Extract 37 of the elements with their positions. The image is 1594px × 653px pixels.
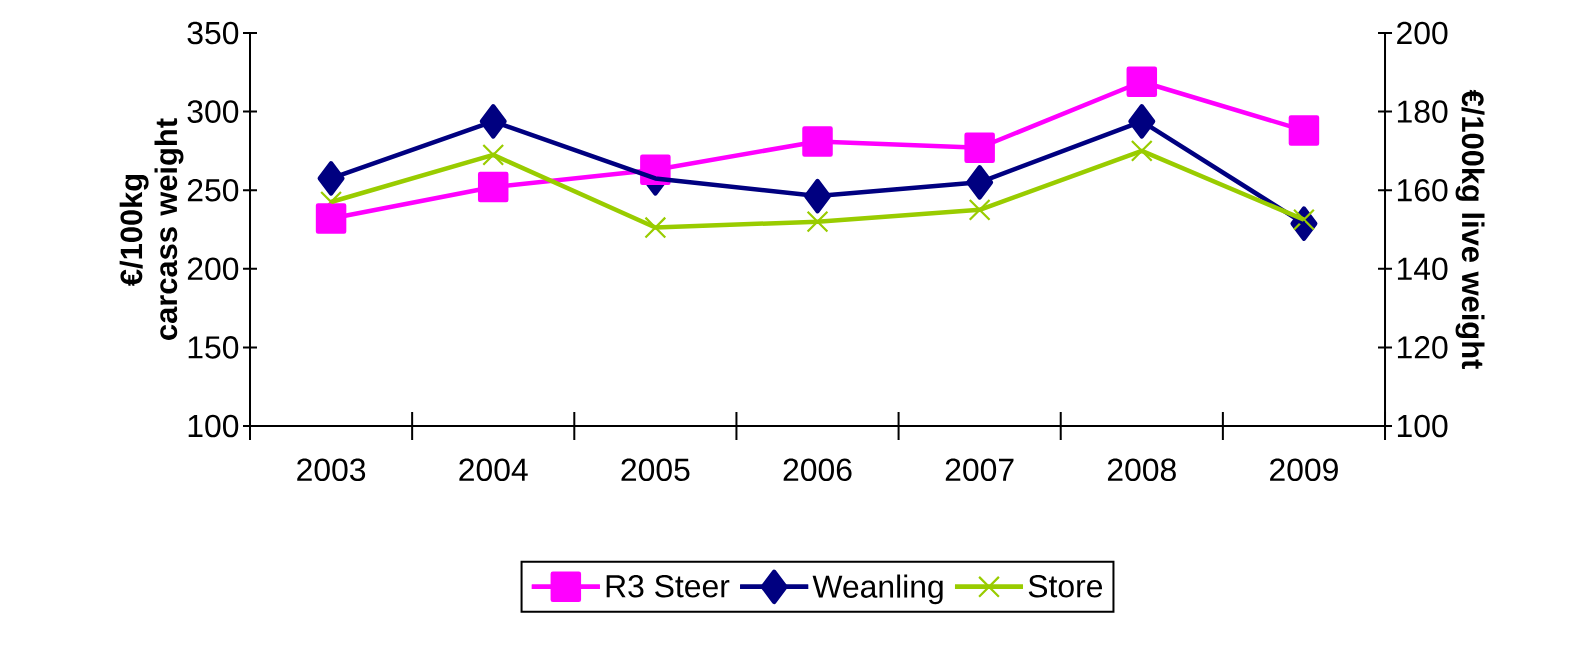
legend-label: Store [1028, 574, 1103, 598]
point [1288, 115, 1320, 146]
x-tick-label: 2005 [621, 458, 690, 482]
x-tick-label: 2006 [783, 458, 852, 482]
y-tick-label: 250 [187, 178, 239, 202]
y-tick-label: 200 [187, 257, 239, 281]
y-tick-label: 100 [188, 414, 239, 438]
y2-tick-label: 100 [1397, 414, 1448, 438]
point [1292, 208, 1315, 231]
legend-label: Weanling [812, 574, 943, 605]
point [315, 203, 347, 234]
y-tick-label: 350 [187, 21, 239, 45]
y-axis-title: €/100kg carcass weight [119, 118, 184, 340]
point [968, 198, 991, 221]
y2-tick-label: 200 [1397, 21, 1448, 45]
y2-axis-title: €/100kg live weight [1455, 89, 1485, 369]
y-tick-label: 300 [187, 100, 239, 123]
point [644, 216, 667, 239]
point [1126, 66, 1158, 97]
point [806, 210, 829, 233]
x-tick-label: 2009 [1270, 458, 1338, 482]
y2-tick-label: 120 [1397, 336, 1448, 359]
y2-tick-label: 160 [1397, 178, 1448, 202]
legend-label: R3 Steer [606, 574, 730, 598]
point [317, 161, 345, 196]
point [477, 171, 509, 203]
x-tick-label: 2008 [1107, 458, 1176, 482]
y2-tick-label: 180 [1397, 100, 1448, 123]
x-tick-label: 2003 [297, 458, 366, 482]
point [964, 132, 995, 163]
point [802, 126, 833, 157]
point [482, 143, 505, 166]
y2-tick-label: 140 [1397, 257, 1448, 281]
x-tick-label: 2007 [945, 458, 1014, 482]
x-tick-label: 2004 [459, 458, 528, 482]
y-tick-label: 150 [188, 336, 239, 359]
point [1130, 139, 1153, 162]
